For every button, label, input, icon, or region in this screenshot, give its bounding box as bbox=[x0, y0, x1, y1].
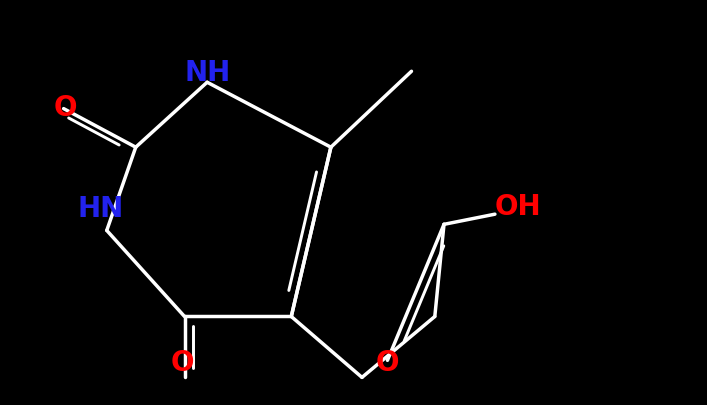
Text: NH: NH bbox=[184, 59, 230, 87]
Text: O: O bbox=[53, 94, 77, 121]
Text: HN: HN bbox=[78, 195, 124, 222]
Text: O: O bbox=[375, 349, 399, 376]
Text: OH: OH bbox=[495, 193, 542, 220]
Text: O: O bbox=[170, 349, 194, 376]
